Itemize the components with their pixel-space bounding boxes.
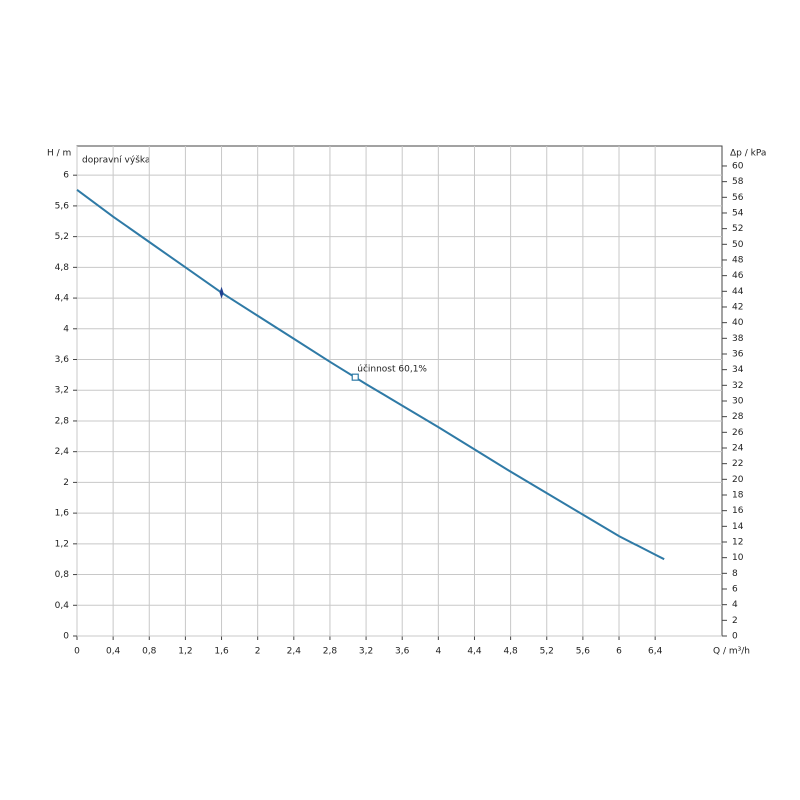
y2-axis-label: Δp / kPa: [730, 149, 766, 159]
y2-tick-label: 0: [732, 632, 738, 642]
y-tick-label: 4: [63, 324, 69, 334]
y-tick-label: 6: [63, 171, 69, 181]
y2-tick-label: 46: [732, 271, 744, 281]
y-tick-label: 2,4: [55, 447, 70, 457]
y-tick-label: 1,6: [55, 509, 70, 519]
y2-tick-label: 20: [732, 475, 744, 485]
y2-tick-label: 12: [732, 537, 743, 547]
x-tick-label: 0,8: [142, 647, 157, 657]
x-tick-label: 1,2: [178, 647, 192, 657]
y2-tick-label: 44: [732, 287, 744, 297]
y2-tick-label: 34: [732, 365, 744, 375]
x-tick-label: 2: [255, 647, 261, 657]
x-tick-label: 6: [616, 647, 622, 657]
y2-tick-label: 52: [732, 224, 743, 234]
plot-frame: [76, 145, 723, 637]
y2-tick-label: 22: [732, 459, 743, 469]
x-tick-label: 1,6: [214, 647, 229, 657]
y-tick-label: 5,2: [55, 232, 69, 242]
x-axis-label: Q / m³/h: [713, 647, 750, 657]
y2-tick-label: 8: [732, 569, 738, 579]
y2-tick-label: 38: [732, 334, 744, 344]
y2-tick-label: 18: [732, 490, 744, 500]
x-tick-label: 0: [74, 647, 80, 657]
y-tick-label: 3,2: [55, 386, 69, 396]
x-tick-label: 5,2: [540, 647, 554, 657]
curve: [76, 188, 665, 561]
x-tick-label: 2,8: [323, 647, 338, 657]
y2-tick-label: 36: [732, 349, 744, 359]
y2-tick-label: 24: [732, 443, 744, 453]
y2-tick-label: 58: [732, 177, 744, 187]
y2-tick-label: 42: [732, 302, 743, 312]
y2-tick-label: 14: [732, 522, 744, 532]
x-tick-label: 2,4: [287, 647, 302, 657]
y2-tick-label: 56: [732, 193, 744, 203]
y2-tick-label: 30: [732, 396, 744, 406]
y-tick-label: 5,6: [55, 201, 70, 211]
y2-tick-label: 40: [732, 318, 744, 328]
y2-tick-label: 26: [732, 428, 744, 438]
y2-tick-label: 16: [732, 506, 744, 516]
operating-point: [219, 286, 224, 299]
x-tick-label: 3,2: [359, 647, 373, 657]
y-tick-label: 2: [63, 478, 69, 488]
y2-tick-label: 2: [732, 616, 738, 626]
y2-tick-label: 10: [732, 553, 744, 563]
y2-tick-label: 54: [732, 208, 744, 218]
y-tick-label: 4,8: [55, 263, 70, 273]
y-tick-label: 0,8: [55, 570, 70, 580]
y-tick-label: 2,8: [55, 416, 70, 426]
x-tick-label: 6,4: [648, 647, 663, 657]
x-tick-label: 4,8: [503, 647, 518, 657]
y-tick-label: 0,4: [55, 601, 70, 611]
y-tick-label: 1,2: [55, 539, 69, 549]
efficiency-label: účinnost 60,1%: [357, 364, 427, 375]
y-tick-label: 4,4: [55, 294, 70, 304]
y2-tick-label: 48: [732, 255, 744, 265]
x-tick-label: 5,6: [576, 647, 591, 657]
y-tick-label: 3,6: [55, 355, 70, 365]
efficiency-point: [351, 373, 359, 381]
x-tick-label: 3,6: [395, 647, 410, 657]
y2-tick-label: 28: [732, 412, 744, 422]
y2-tick-label: 32: [732, 381, 743, 391]
series-label: dopravní výška: [82, 155, 150, 166]
y2-tick-label: 4: [732, 600, 738, 610]
y2-tick-label: 6: [732, 584, 738, 594]
y2-tick-label: 60: [732, 161, 744, 171]
y-tick-label: 0: [63, 632, 69, 642]
x-tick-label: 4,4: [467, 647, 482, 657]
y2-tick-label: 50: [732, 240, 744, 250]
y-axis-label: H / m: [47, 149, 71, 159]
x-tick-label: 4: [435, 647, 441, 657]
x-tick-label: 0,4: [106, 647, 121, 657]
